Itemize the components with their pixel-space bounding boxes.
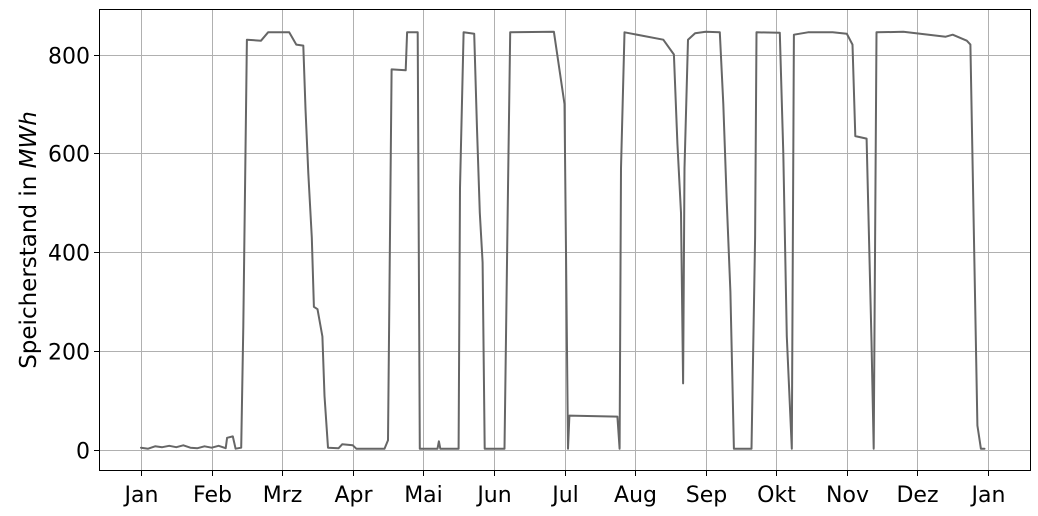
ticks-layer: Jan Feb Mrz Apr Mai Jun Jul Aug Sep Okt Nov Dez Jan 0… [48,45,1005,509]
x-tick-label: Okt [757,483,796,508]
x-tick-label: Mai [404,483,443,508]
y-tick-label: 600 [48,143,90,168]
x-tick-label: Sep [686,483,727,508]
y-tick-label: 200 [48,341,90,366]
y-axis-label: Speicherstand in MWh [16,111,42,369]
x-tick-label: Mrz [263,483,303,508]
x-tick-label: Aug [614,483,657,508]
y-axis-label-prefix: Speicherstand in [16,168,42,368]
y-tick-label: 0 [76,440,90,465]
y-tick-label: 400 [48,242,90,267]
y-axis-label-unit: MWh [16,111,42,168]
y-tick-label: 800 [48,45,90,70]
x-tick-label: Jan [123,483,159,508]
x-tick-label: Jul [550,483,579,508]
x-tick-label: Feb [193,483,232,508]
x-tick-label: Jan [970,483,1006,508]
x-tick-label: Jun [475,483,511,508]
series-line [140,30,986,450]
x-tick-label: Dez [896,483,938,508]
x-tick-label: Apr [334,483,373,508]
series-layer [140,30,986,450]
x-tick-label: Nov [826,483,869,508]
